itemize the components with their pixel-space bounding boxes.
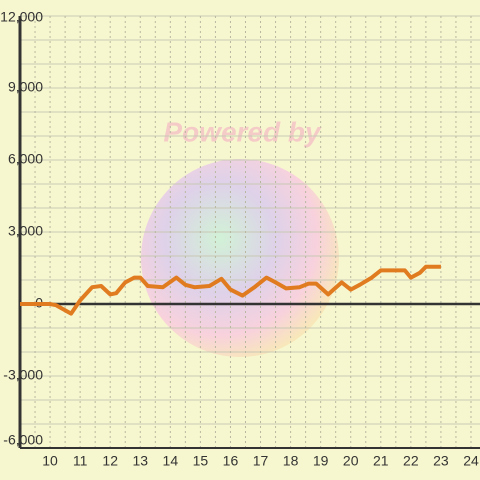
y-tick-label: 9,000 (8, 79, 43, 95)
x-tick-label: 20 (343, 453, 359, 469)
x-tick-label: 15 (193, 453, 209, 469)
x-tick-label: 16 (223, 453, 239, 469)
x-tick-label: 22 (403, 453, 419, 469)
x-tick-label: 12 (102, 453, 118, 469)
y-tick-label: 12,000 (0, 9, 43, 25)
x-tick-label: 21 (373, 453, 389, 469)
x-tick-label: 14 (163, 453, 179, 469)
x-tick-label: 13 (132, 453, 148, 469)
x-tick-label: 24 (463, 453, 479, 469)
watermark-text: Powered by (163, 116, 322, 147)
y-tick-label: 6,000 (8, 151, 43, 167)
data-line (20, 264, 441, 316)
x-tick-label: 23 (433, 453, 449, 469)
x-tick-label: 10 (42, 453, 58, 469)
y-tick-label: -6,000 (3, 432, 43, 448)
x-tick-label: 11 (73, 453, 88, 469)
x-tick-label: 18 (283, 453, 299, 469)
x-tick-label: 17 (253, 453, 269, 469)
x-tick-label: 19 (313, 453, 329, 469)
y-tick-label: -3,000 (3, 367, 43, 383)
y-tick-label: 3,000 (8, 223, 43, 239)
